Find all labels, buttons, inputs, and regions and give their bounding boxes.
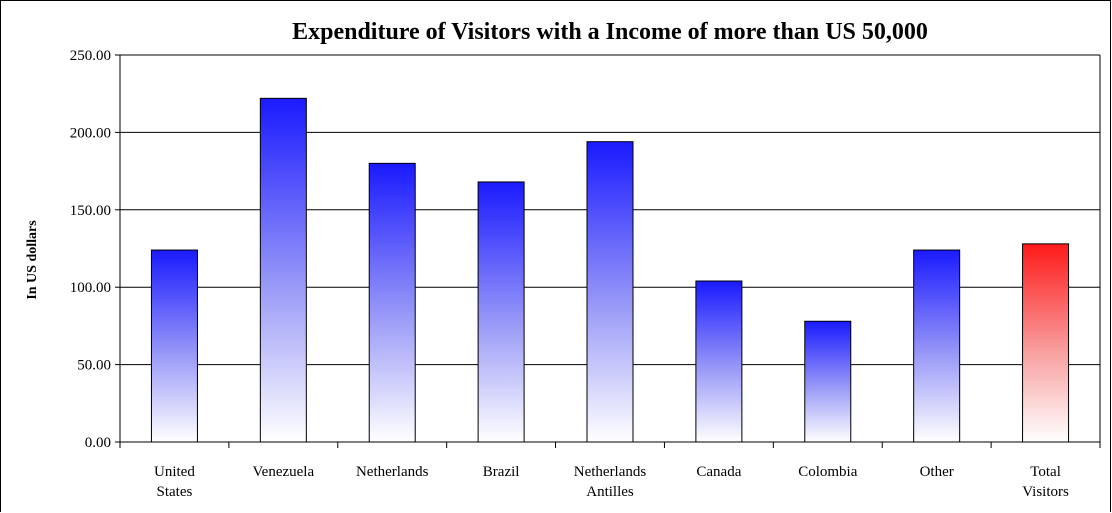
- x-tick-label: Antilles: [586, 484, 634, 500]
- y-tick-label: 250.00: [70, 48, 111, 64]
- x-tick-label: Netherlands: [356, 464, 429, 480]
- x-tick-label: Canada: [696, 464, 741, 480]
- bar: [913, 249, 961, 443]
- bar: [1022, 243, 1070, 443]
- x-tick-label: States: [157, 484, 193, 500]
- x-tick-label: Total: [1030, 464, 1061, 480]
- bar: [586, 141, 634, 443]
- y-tick-label: 100.00: [70, 280, 111, 296]
- x-tick-label: Visitors: [1022, 484, 1069, 500]
- x-tick-label: Brazil: [483, 464, 520, 480]
- x-tick-label: United: [154, 464, 195, 480]
- bar: [259, 97, 307, 443]
- x-tick-label: Venezuela: [253, 464, 315, 480]
- x-tick-label: Colombia: [798, 464, 858, 480]
- chart-title: Expenditure of Visitors with a Income of…: [292, 19, 928, 45]
- y-tick-label: 0.00: [85, 435, 111, 451]
- bar: [804, 320, 852, 443]
- y-tick-label: 200.00: [70, 125, 111, 141]
- x-tick-label: Netherlands: [574, 464, 647, 480]
- bar: [368, 162, 416, 443]
- y-tick-label: 50.00: [77, 358, 111, 374]
- bar: [477, 181, 525, 443]
- bar: [150, 249, 198, 443]
- y-tick-label: 150.00: [70, 203, 111, 219]
- bar: [695, 280, 743, 443]
- x-tick-label: Other: [920, 464, 954, 480]
